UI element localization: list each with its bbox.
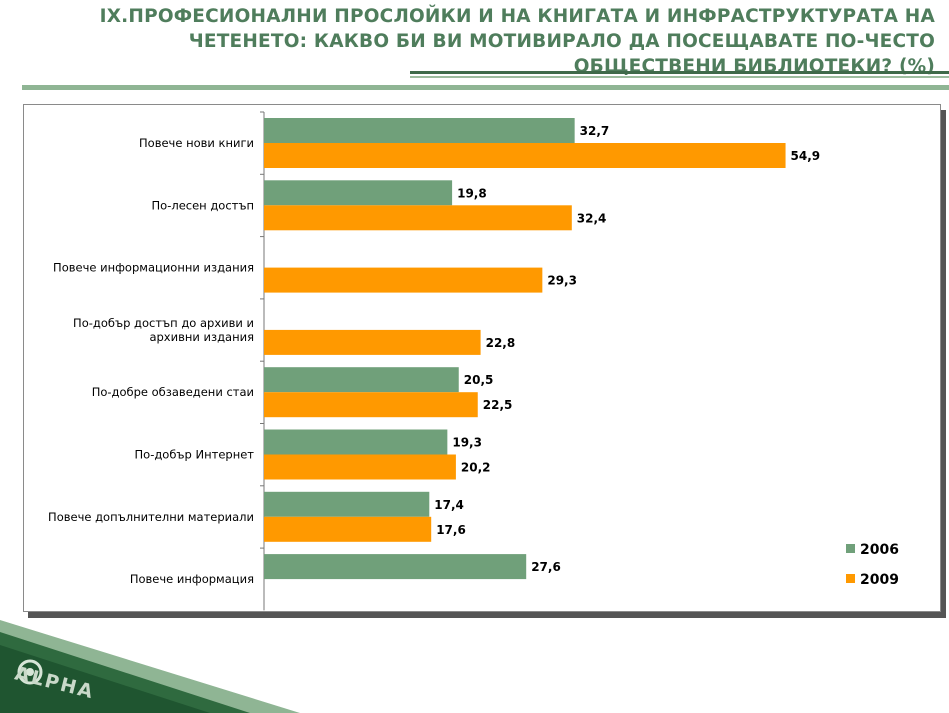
category-label: По-добър достъп до архиви и архивни издан… [73,316,254,344]
bar-2006 [264,429,448,455]
data-label: 32,7 [580,124,610,138]
bar-2009 [264,454,456,480]
header-divider [22,85,949,90]
bar-2009 [264,205,572,231]
category-label: По-лесен достъп [152,198,254,212]
category-label: По-добре обзаведени стаи [92,385,254,399]
data-label: 22,5 [483,398,513,412]
title-rule-light [410,76,949,78]
chart-frame [23,104,941,612]
legend-swatch-2009 [846,574,855,583]
data-label: 54,9 [791,149,821,163]
bar-2009 [264,516,432,542]
data-label: 32,4 [577,211,607,225]
data-label: 17,6 [436,523,466,537]
legend-label: 2006 [860,542,899,558]
title-rule-dark [410,71,949,74]
data-label: 17,4 [434,498,464,512]
bar-2009 [264,329,481,355]
category-label: Повече нови книги [139,136,254,150]
bar-2006 [264,118,575,143]
category-label: Повече допълнителни материали [48,510,254,524]
legend-label: 2009 [860,572,899,588]
category-label: Повече информация [130,572,254,586]
data-label: 19,8 [457,186,487,200]
bar-2009 [264,392,478,418]
data-label: 20,5 [464,373,494,387]
category-label: Повече информационни издания [53,261,254,275]
bar-2009 [264,143,786,168]
category-label: По-добър Интернет [135,448,255,462]
data-label: 29,3 [547,274,577,288]
bar-2006 [264,491,430,517]
bar-2009 [264,267,543,293]
bar-2006 [264,180,453,206]
bar-2006 [264,554,527,580]
data-label: 19,3 [452,436,482,450]
alpha-logo-icon [17,659,43,685]
data-label: 20,2 [461,461,491,475]
bar-2006 [264,367,459,393]
data-label: 22,8 [486,336,516,350]
data-label: 27,6 [531,560,561,574]
legend-swatch-2006 [846,544,855,553]
